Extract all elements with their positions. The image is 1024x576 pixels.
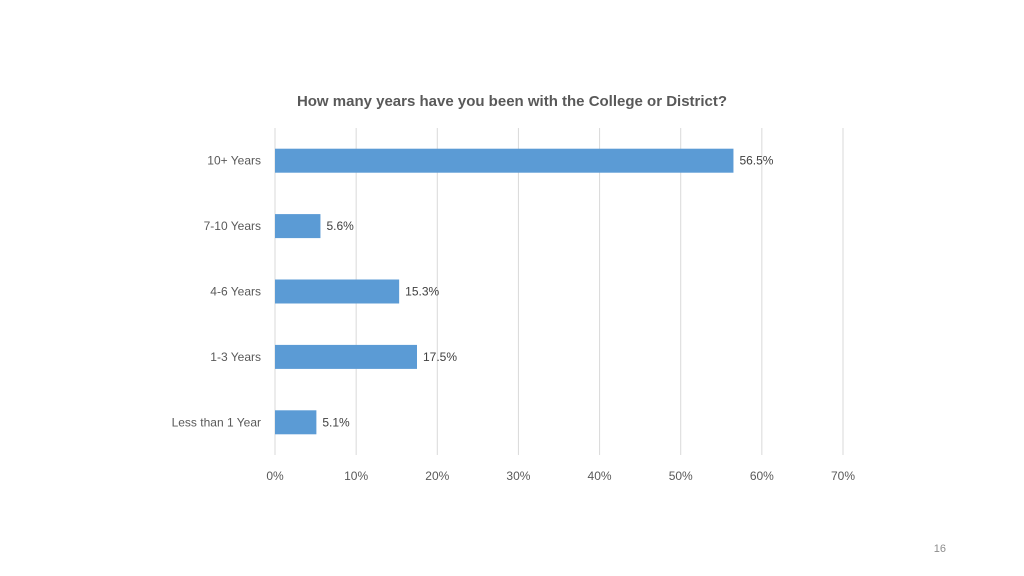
category-label: 4-6 Years <box>210 285 261 299</box>
category-label: 7-10 Years <box>204 219 261 233</box>
bar <box>275 214 321 239</box>
x-tick-label: 20% <box>425 469 449 483</box>
data-label: 5.6% <box>326 219 354 233</box>
x-tick-label: 30% <box>506 469 530 483</box>
category-label: 1-3 Years <box>210 350 261 364</box>
page-number: 16 <box>933 543 946 555</box>
data-label: 5.1% <box>322 415 350 429</box>
data-label: 15.3% <box>405 285 439 299</box>
bar <box>275 148 734 173</box>
data-label: 56.5% <box>739 154 773 168</box>
bar <box>275 344 417 369</box>
x-tick-label: 50% <box>669 469 693 483</box>
category-label: 10+ Years <box>207 154 261 168</box>
x-tick-label: 10% <box>344 469 368 483</box>
x-tick-label: 0% <box>266 469 284 483</box>
bar <box>275 279 400 304</box>
x-tick-label: 60% <box>750 469 774 483</box>
bar <box>275 410 317 435</box>
chart-title: How many years have you been with the Co… <box>296 93 728 110</box>
x-tick-label: 40% <box>588 469 612 483</box>
category-label: Less than 1 Year <box>172 415 261 429</box>
data-label: 17.5% <box>423 350 457 364</box>
x-tick-label: 70% <box>831 469 855 483</box>
